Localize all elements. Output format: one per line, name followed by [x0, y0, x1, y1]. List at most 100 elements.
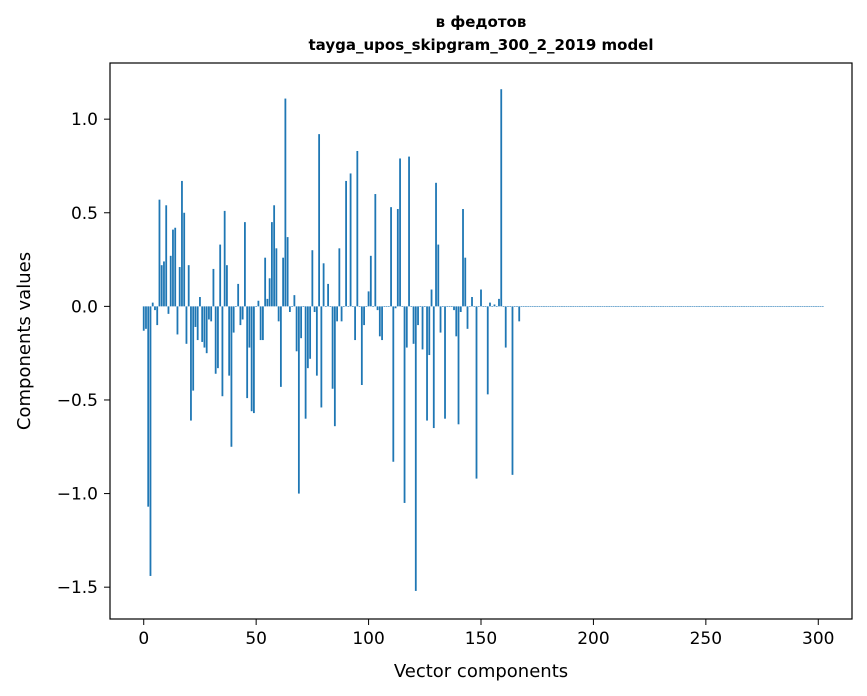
bar: [414, 306, 417, 591]
bar: [554, 306, 557, 307]
bar: [633, 306, 635, 307]
bar: [417, 306, 419, 326]
bar: [185, 306, 188, 344]
bar: [572, 306, 575, 307]
bar: [808, 306, 811, 307]
bar: [615, 306, 617, 307]
bar: [199, 297, 201, 307]
bar: [545, 306, 548, 307]
bar: [799, 306, 802, 307]
bar: [797, 306, 799, 307]
bar: [556, 306, 559, 307]
bar: [455, 306, 458, 337]
bar: [426, 306, 428, 421]
bar: [743, 306, 745, 307]
bar: [313, 306, 316, 312]
bar: [495, 306, 498, 307]
bar: [403, 306, 406, 503]
bar: [817, 306, 820, 307]
bar: [367, 291, 370, 307]
bar: [477, 306, 480, 307]
bar: [248, 306, 251, 348]
bar: [610, 306, 613, 307]
bar: [410, 306, 413, 307]
bar: [363, 306, 365, 326]
bar: [351, 306, 354, 307]
bar: [785, 306, 788, 307]
bar: [491, 306, 494, 307]
bar: [219, 244, 222, 307]
bar: [592, 306, 595, 307]
bar: [803, 306, 806, 307]
bar: [387, 306, 390, 307]
bar: [437, 244, 440, 307]
y-tick-label: 0.0: [71, 297, 98, 317]
bar: [383, 306, 386, 307]
bar: [810, 306, 813, 307]
bar: [583, 306, 586, 307]
bar: [763, 306, 766, 307]
bar: [306, 306, 309, 369]
bar: [754, 306, 757, 307]
bar: [801, 306, 804, 307]
bar: [693, 306, 696, 307]
bar: [619, 306, 622, 307]
y-tick-label: 1.0: [71, 110, 98, 130]
bar: [450, 306, 453, 307]
bar: [776, 306, 779, 307]
bar: [333, 306, 336, 427]
bar: [439, 306, 442, 333]
bar: [358, 306, 361, 307]
bar: [345, 180, 347, 307]
bar: [657, 306, 660, 307]
bar: [662, 306, 665, 307]
bar: [707, 306, 709, 307]
bar: [444, 306, 446, 419]
bar: [747, 306, 750, 307]
bar: [520, 306, 523, 307]
bar: [516, 306, 518, 307]
bar: [347, 306, 350, 307]
bar: [190, 306, 192, 421]
bar: [585, 306, 588, 307]
bar: [160, 265, 163, 307]
bar: [774, 306, 777, 307]
bar: [210, 306, 213, 322]
bar: [675, 306, 678, 307]
bar: [466, 306, 469, 329]
bar: [781, 306, 784, 307]
bar: [716, 306, 718, 307]
bar: [196, 306, 199, 341]
bar: [482, 306, 485, 307]
bar: [205, 306, 208, 354]
x-tick-label: 100: [352, 629, 384, 649]
bar: [522, 306, 525, 307]
x-tick-label: 150: [465, 629, 497, 649]
bar: [767, 306, 770, 307]
x-tick-label: 300: [802, 629, 834, 649]
bar: [457, 306, 460, 425]
bar: [178, 267, 181, 307]
bar: [336, 306, 338, 322]
bar: [315, 306, 318, 376]
bar: [448, 306, 451, 307]
y-tick-label: −1.5: [57, 578, 98, 598]
y-axis-label: Components values: [14, 252, 35, 430]
bar: [815, 306, 817, 307]
bar: [228, 306, 231, 376]
bar: [324, 306, 327, 307]
bar: [574, 306, 577, 307]
bar: [624, 306, 626, 307]
bar: [273, 205, 276, 307]
bar: [588, 306, 590, 307]
bar: [309, 306, 312, 359]
bar: [217, 306, 219, 369]
bar: [722, 306, 725, 307]
bar: [244, 222, 246, 307]
bar: [475, 306, 478, 479]
x-tick-label: 0: [138, 629, 149, 649]
bar: [664, 306, 667, 307]
bar: [628, 306, 631, 307]
bar: [788, 306, 790, 307]
bar: [154, 306, 156, 311]
